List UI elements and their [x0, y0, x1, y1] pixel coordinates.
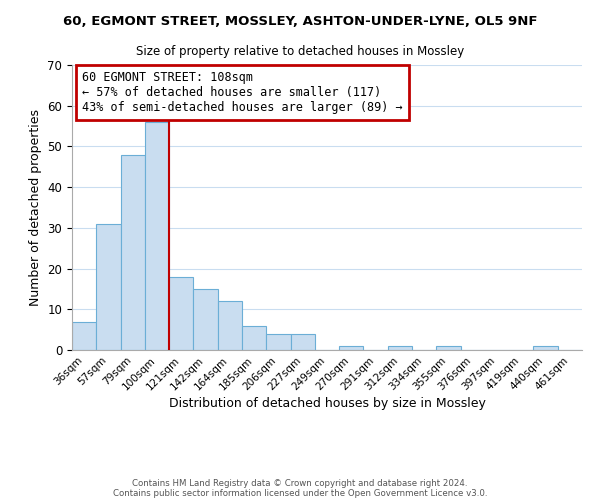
Bar — [72, 322, 96, 350]
Bar — [121, 154, 145, 350]
Bar — [533, 346, 558, 350]
Bar — [145, 122, 169, 350]
Bar — [266, 334, 290, 350]
X-axis label: Distribution of detached houses by size in Mossley: Distribution of detached houses by size … — [169, 398, 485, 410]
Text: 60 EGMONT STREET: 108sqm
← 57% of detached houses are smaller (117)
43% of semi-: 60 EGMONT STREET: 108sqm ← 57% of detach… — [82, 70, 403, 114]
Bar — [290, 334, 315, 350]
Bar — [339, 346, 364, 350]
Bar — [388, 346, 412, 350]
Text: Size of property relative to detached houses in Mossley: Size of property relative to detached ho… — [136, 45, 464, 58]
Bar — [96, 224, 121, 350]
Y-axis label: Number of detached properties: Number of detached properties — [29, 109, 42, 306]
Bar — [436, 346, 461, 350]
Bar — [169, 276, 193, 350]
Bar — [193, 289, 218, 350]
Text: Contains HM Land Registry data © Crown copyright and database right 2024.: Contains HM Land Registry data © Crown c… — [132, 478, 468, 488]
Bar — [242, 326, 266, 350]
Text: 60, EGMONT STREET, MOSSLEY, ASHTON-UNDER-LYNE, OL5 9NF: 60, EGMONT STREET, MOSSLEY, ASHTON-UNDER… — [63, 15, 537, 28]
Text: Contains public sector information licensed under the Open Government Licence v3: Contains public sector information licen… — [113, 488, 487, 498]
Bar — [218, 301, 242, 350]
